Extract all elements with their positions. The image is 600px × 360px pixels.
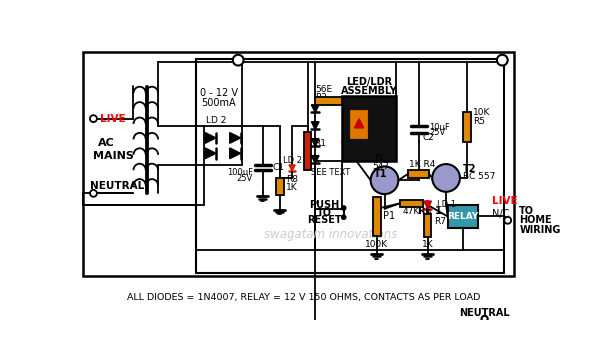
Bar [315,97,342,105]
Text: R8: R8 [286,175,298,184]
Text: T1: T1 [374,169,388,179]
Circle shape [342,215,346,219]
Bar [400,199,423,207]
Text: 1K R4: 1K R4 [409,160,436,169]
Polygon shape [424,201,431,209]
Text: WIRING: WIRING [519,225,560,235]
Text: AC: AC [98,138,115,148]
Polygon shape [311,122,319,130]
Text: R2: R2 [315,93,327,102]
Text: 10K: 10K [473,108,490,117]
Text: LD 2: LD 2 [206,116,226,125]
Text: R7: R7 [434,217,446,226]
Text: ALL DIODES = 1N4007, RELAY = 12 V 150 OHMS, CONTACTS AS PER LOAD: ALL DIODES = 1N4007, RELAY = 12 V 150 OH… [127,293,481,302]
Polygon shape [205,132,216,143]
Text: NEUTRAL: NEUTRAL [459,308,510,318]
Text: 500mA: 500mA [202,98,236,108]
Text: 1K: 1K [286,184,298,193]
Text: HOME: HOME [519,215,552,225]
Circle shape [504,217,511,224]
Text: 10uF: 10uF [429,122,450,131]
Polygon shape [311,156,319,163]
Text: ASSEMBLY: ASSEMBLY [341,86,397,96]
Text: LED/LDR: LED/LDR [346,77,392,87]
Polygon shape [230,148,241,159]
Bar [448,205,478,228]
Circle shape [233,55,244,66]
Bar [196,59,504,273]
Bar [342,95,396,161]
Polygon shape [205,148,216,159]
Text: 47KR6: 47KR6 [403,207,432,216]
Text: RL 1: RL 1 [418,206,442,216]
Bar [276,178,284,195]
Text: LIVE: LIVE [493,196,518,206]
Circle shape [342,206,346,210]
Text: +: + [232,53,244,67]
Bar [407,170,429,178]
Text: LIVE: LIVE [100,114,125,123]
Circle shape [482,316,488,322]
Text: P1: P1 [383,211,395,221]
Text: C1: C1 [273,163,285,172]
Bar [352,111,367,138]
Text: RESET: RESET [307,215,342,225]
Text: BC 557: BC 557 [463,172,496,181]
Circle shape [497,55,508,66]
Polygon shape [289,165,295,171]
Text: C2: C2 [422,132,434,141]
Text: N/C: N/C [493,209,509,219]
Text: SEE TEXT: SEE TEXT [311,168,350,177]
Text: MAINS: MAINS [94,150,134,161]
Text: 100uF: 100uF [227,168,253,177]
Text: swagatam innovations: swagatam innovations [264,228,397,240]
Text: 25V: 25V [236,174,253,183]
Text: 56E: 56E [315,85,332,94]
Text: RELAY: RELAY [448,212,479,221]
Text: TO: TO [519,206,534,216]
Text: LD 2: LD 2 [283,156,302,165]
Bar [304,132,311,170]
Text: R5: R5 [473,117,485,126]
Text: +: + [496,53,508,67]
Text: T2: T2 [463,164,476,174]
Bar [373,197,380,236]
Text: NEUTRAL: NEUTRAL [91,181,145,192]
Circle shape [90,115,97,122]
Text: TO: TO [317,208,332,217]
Text: 1K: 1K [422,240,433,249]
Text: 100K: 100K [365,240,388,249]
Circle shape [371,166,398,194]
Text: 547: 547 [372,162,389,171]
Bar [424,214,431,237]
Text: LD 1: LD 1 [437,201,456,210]
Bar [83,53,514,276]
Text: PUSH: PUSH [310,200,340,210]
Polygon shape [311,139,319,147]
Text: R1: R1 [314,139,326,148]
Text: 0 - 12 V: 0 - 12 V [200,88,238,98]
Text: BC: BC [374,154,387,163]
Bar [463,112,471,142]
Polygon shape [355,119,364,128]
Polygon shape [230,132,241,143]
Text: 25V: 25V [429,128,445,137]
Polygon shape [311,105,319,112]
Circle shape [90,190,97,197]
Circle shape [432,164,460,192]
